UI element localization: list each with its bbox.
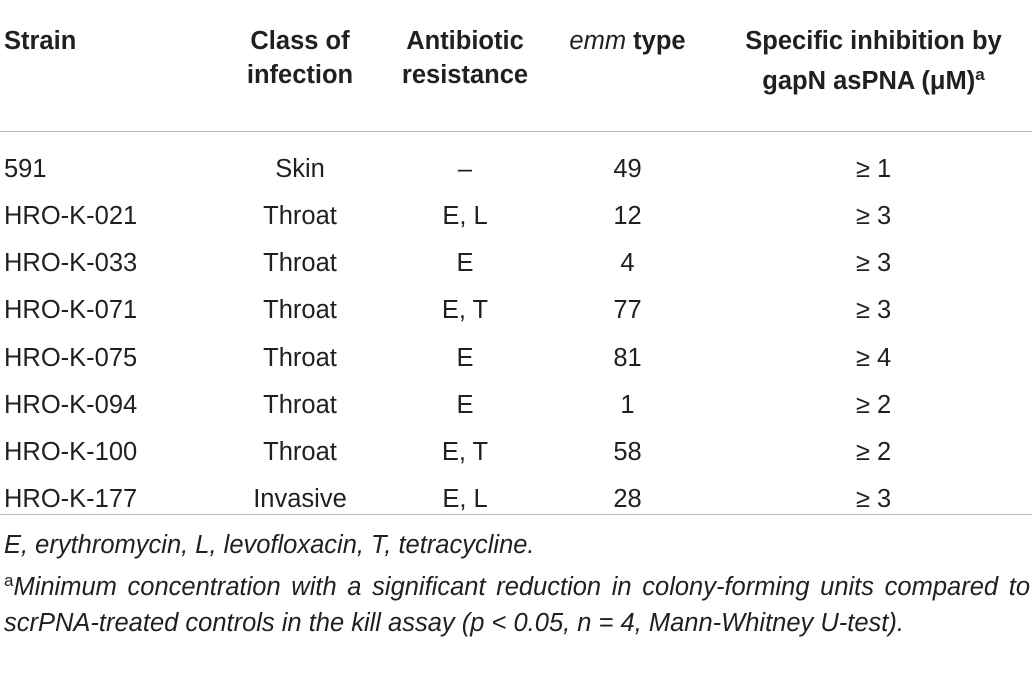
cell-antibiotic-resistance: E, T: [441, 438, 489, 467]
table-bottom-rule: [0, 514, 1032, 515]
cell-class-of-infection: Throat: [263, 201, 337, 230]
cell-specific-inhibition: ≥ 3: [855, 485, 892, 514]
header-inhibition-line2: gapN asPNA (μM): [762, 67, 976, 95]
cell-strain: HRO-K-021: [4, 201, 138, 230]
header-antibiotic-line2: resistance: [401, 61, 529, 89]
cell-emm-type: 49: [613, 154, 642, 183]
cell-strain: HRO-K-177: [4, 485, 138, 514]
header-strain-label: Strain: [4, 27, 77, 55]
header-class: Class of infection: [210, 0, 390, 132]
cell-class-of-infection: Skin: [275, 154, 325, 183]
cell-emm-type: 58: [613, 438, 642, 467]
cell-antibiotic-resistance: E: [456, 248, 474, 277]
header-class-line2: infection: [246, 61, 354, 89]
cell-strain: HRO-K-100: [4, 438, 138, 467]
table-row: HRO-K-177 Invasive E, L 28 ≥ 3: [0, 476, 1032, 533]
table-row: HRO-K-021 Throat E, L 12 ≥ 3: [0, 192, 1032, 239]
cell-emm-type: 28: [613, 485, 642, 514]
header-row: Strain Class of infection Antibiotic res…: [0, 0, 1032, 132]
cell-antibiotic-resistance: E: [456, 343, 474, 372]
footnote-a: aMinimum concentration with a significan…: [4, 563, 1030, 641]
header-inhibition-line1: Specific inhibition by: [745, 27, 1002, 55]
cell-emm-type: 77: [613, 296, 642, 325]
table-row: HRO-K-071 Throat E, T 77 ≥ 3: [0, 287, 1032, 334]
cell-strain: HRO-K-075: [4, 343, 138, 372]
cell-strain: 591: [4, 154, 47, 183]
cell-specific-inhibition: ≥ 1: [855, 154, 892, 183]
cell-strain: HRO-K-071: [4, 296, 138, 325]
cell-antibiotic-resistance: E, T: [441, 296, 489, 325]
cell-class-of-infection: Throat: [263, 390, 337, 419]
header-antibiotic-line1: Antibiotic: [406, 27, 524, 55]
footnote-a-text: Minimum concentration with a significant…: [4, 573, 1030, 637]
header-class-line1: Class of: [250, 27, 350, 55]
header-emm-rest: type: [626, 27, 686, 55]
cell-specific-inhibition: ≥ 2: [855, 390, 892, 419]
table-row: HRO-K-033 Throat E 4 ≥ 3: [0, 239, 1032, 286]
strain-table: Strain Class of infection Antibiotic res…: [0, 0, 1032, 533]
cell-class-of-infection: Throat: [263, 343, 337, 372]
cell-class-of-infection: Throat: [263, 296, 337, 325]
cell-antibiotic-resistance: E, L: [442, 201, 488, 230]
cell-specific-inhibition: ≥ 2: [855, 438, 892, 467]
table-footnotes: E, erythromycin, L, levofloxacin, T, tet…: [4, 527, 1030, 641]
cell-specific-inhibition: ≥ 4: [855, 343, 892, 372]
cell-emm-type: 4: [620, 248, 635, 277]
header-antibiotic: Antibiotic resistance: [390, 0, 540, 132]
table-row: HRO-K-075 Throat E 81 ≥ 4: [0, 334, 1032, 381]
cell-emm-type: 81: [613, 343, 642, 372]
header-emm: emm type: [540, 0, 715, 132]
table-row: HRO-K-094 Throat E 1 ≥ 2: [0, 381, 1032, 428]
header-inhibition-sup: a: [975, 65, 985, 84]
table-row: HRO-K-100 Throat E, T 58 ≥ 2: [0, 428, 1032, 475]
header-emm-italic: emm: [569, 27, 627, 55]
header-inhibition: Specific inhibition by gapN asPNA (μM)a: [715, 0, 1032, 132]
cell-antibiotic-resistance: E, L: [442, 485, 488, 514]
cell-strain: HRO-K-094: [4, 390, 138, 419]
cell-antibiotic-resistance: E: [456, 390, 474, 419]
cell-class-of-infection: Throat: [263, 438, 337, 467]
cell-class-of-infection: Throat: [263, 248, 337, 277]
footnote-abbreviations: E, erythromycin, L, levofloxacin, T, tet…: [4, 531, 535, 559]
cell-specific-inhibition: ≥ 3: [855, 248, 892, 277]
cell-emm-type: 12: [613, 201, 642, 230]
cell-antibiotic-resistance: –: [457, 154, 473, 183]
cell-specific-inhibition: ≥ 3: [855, 201, 892, 230]
cell-strain: HRO-K-033: [4, 248, 138, 277]
header-strain: Strain: [0, 0, 210, 132]
cell-class-of-infection: Invasive: [253, 485, 347, 514]
cell-specific-inhibition: ≥ 3: [855, 296, 892, 325]
table-body: 591 Skin –49 ≥ 1 HRO-K-021 Throat E, L 12 ≥ 3 HRO…: [0, 131, 1032, 533]
cell-emm-type: 1: [620, 390, 635, 419]
table-row: 591 Skin – 49 ≥ 1: [0, 131, 1032, 192]
footnote-a-marker: a: [4, 571, 14, 590]
